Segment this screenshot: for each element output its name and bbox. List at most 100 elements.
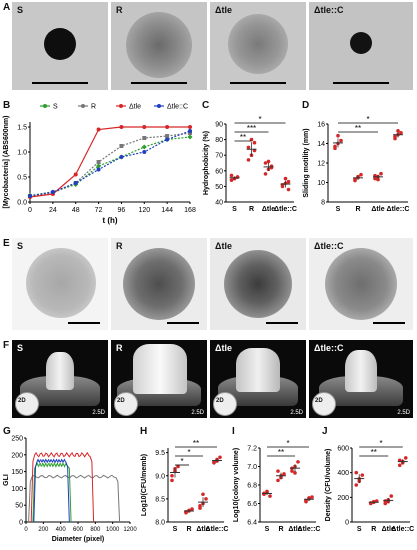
significance-label: * bbox=[258, 115, 261, 124]
y-tick-label: 7.2 bbox=[247, 446, 257, 453]
data-point bbox=[188, 129, 192, 133]
significance-label: ** bbox=[240, 133, 246, 142]
data-point bbox=[246, 145, 251, 150]
scale-bar bbox=[230, 82, 286, 84]
data-point bbox=[263, 172, 268, 176]
y-tick-label: 10 bbox=[317, 180, 325, 187]
inset-2d-label: 2D bbox=[117, 398, 125, 404]
y-tick-label: 6.6 bbox=[247, 501, 257, 508]
scale-bar bbox=[333, 82, 389, 84]
y-tick-label: 14 bbox=[317, 141, 325, 148]
inset-2d-label: 2D bbox=[18, 398, 26, 404]
closeup-label-r: R bbox=[116, 241, 123, 251]
closeup-photo-r: R bbox=[111, 238, 207, 330]
data-point bbox=[373, 176, 377, 181]
inset-25d-label: 2.5D bbox=[191, 410, 204, 416]
closeup-colony-tle bbox=[224, 250, 292, 318]
data-point bbox=[393, 134, 397, 139]
scale-bar bbox=[373, 322, 405, 324]
data-point bbox=[376, 177, 380, 182]
x-tick-label: 0 bbox=[28, 207, 32, 214]
y-tick-label: 600 bbox=[337, 446, 349, 453]
significance-label: * bbox=[187, 448, 190, 457]
scale-bar bbox=[131, 82, 187, 84]
x-tick-label: S bbox=[173, 526, 178, 533]
surface-label-tle-c: Δtle::C bbox=[314, 343, 344, 353]
inset-25d-label: 2.5D bbox=[92, 410, 105, 416]
inset-2d-image bbox=[213, 392, 237, 416]
data-point bbox=[286, 187, 291, 192]
photo-label-s: S bbox=[17, 5, 24, 15]
x-tick-label: 120 bbox=[138, 207, 150, 214]
data-point bbox=[403, 456, 408, 460]
photo-label-tle-c: Δtle::C bbox=[314, 5, 344, 15]
data-point bbox=[336, 133, 340, 138]
closeup-photo-s: S bbox=[12, 238, 108, 330]
data-point bbox=[176, 464, 180, 469]
y-tick-label: 6.4 bbox=[247, 520, 257, 527]
x-tick-label: S bbox=[232, 206, 237, 213]
significance-label: ** bbox=[193, 439, 199, 448]
gli-profile-chart: 0 50 100 150 200 250 GLI 0 200 400 600 800 1000 1200 D… bbox=[3, 436, 137, 544]
x-tick-label: R bbox=[186, 526, 191, 533]
data-point bbox=[142, 150, 147, 154]
data-point bbox=[310, 495, 314, 499]
closeup-colony-s bbox=[26, 248, 96, 318]
colony-photo-tle-c: Δtle::C bbox=[309, 2, 413, 90]
surface-label-tle: Δtle bbox=[215, 343, 232, 353]
x-tick-label: 144 bbox=[161, 207, 173, 214]
inset-25d-label: 2.5D bbox=[290, 410, 303, 416]
series-line bbox=[29, 136, 191, 197]
data-point bbox=[73, 181, 78, 185]
data-point bbox=[218, 455, 222, 460]
data-point bbox=[276, 478, 280, 483]
y-tick-label: 70 bbox=[215, 153, 223, 160]
data-point bbox=[283, 176, 288, 181]
data-point bbox=[252, 140, 257, 145]
panel-letter-f: F bbox=[3, 340, 10, 351]
panel-letter-e: E bbox=[3, 238, 10, 249]
growth-curve-chart: 0.0 0.5 1.0 1.5 [Mycobacteria] (ABS600nm) 0 24… bbox=[3, 104, 196, 226]
x-axis-label: Diameter (pixel) bbox=[52, 536, 105, 543]
closeup-label-s: S bbox=[17, 241, 24, 251]
surface-peak bbox=[133, 344, 187, 394]
y-tick-label: 0.0 bbox=[17, 200, 27, 207]
y-axis-label: Sliding motility (mm) bbox=[303, 128, 310, 197]
surface-label-r: R bbox=[116, 343, 123, 353]
data-point bbox=[276, 469, 280, 473]
x-tick-label: Δtle bbox=[196, 526, 209, 533]
data-point bbox=[268, 494, 272, 498]
y-tick-label: 90 bbox=[215, 122, 223, 129]
data-point bbox=[141, 144, 147, 150]
data-point bbox=[142, 125, 147, 129]
inset-25d-label: 2.5D bbox=[397, 410, 410, 416]
data-point bbox=[204, 497, 208, 501]
data-point bbox=[282, 472, 286, 476]
surface-render-tle-c: Δtle::C 2D 2.5D bbox=[309, 340, 413, 418]
data-point bbox=[296, 460, 300, 464]
data-point bbox=[396, 129, 400, 133]
colony-s bbox=[44, 28, 76, 60]
x-tick-label: 200 bbox=[38, 527, 49, 533]
scale-bar bbox=[266, 322, 298, 324]
legend-label: Δtle::C bbox=[167, 104, 188, 111]
significance-label: ** bbox=[355, 124, 361, 133]
colony-r bbox=[126, 12, 192, 78]
y-tick-label: 1.5 bbox=[17, 125, 27, 132]
surface-render-s: S 2D 2.5D bbox=[12, 340, 108, 418]
data-point bbox=[142, 136, 147, 140]
data-point bbox=[165, 125, 170, 129]
data-point bbox=[354, 470, 359, 475]
data-point bbox=[170, 473, 174, 478]
y-tick-label: 250 bbox=[11, 436, 23, 443]
x-tick-label: 24 bbox=[49, 207, 57, 214]
scale-bar bbox=[167, 322, 199, 324]
significance-label: * bbox=[366, 115, 369, 124]
data-point bbox=[119, 155, 124, 159]
panel-letter-d: D bbox=[302, 100, 310, 111]
x-tick-label: R bbox=[249, 206, 254, 213]
data-point bbox=[304, 499, 308, 504]
legend-marker bbox=[43, 104, 47, 108]
y-tick-label: 80 bbox=[215, 137, 223, 144]
